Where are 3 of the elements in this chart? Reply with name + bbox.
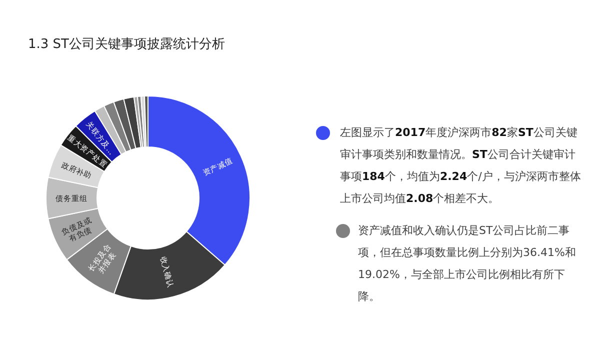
text: 左图显示了2017年度沪深两市82家ST公司关键审计事项类别和数量情况。ST公司合计关键审计事项184个，均值为2.24个/户，与沪深两市整体上市公司均值2.08个相差不大。 (340, 126, 581, 205)
text: 资产减值和收入确认仍是ST公司占比前二事项，但在总事项数量比例上分别为36.41%和19.02%，与全部上市公司比例相比有所下降。 (358, 223, 577, 305)
chart-title: 1.3 ST公司关键事项披露统计分析 (28, 37, 225, 52)
